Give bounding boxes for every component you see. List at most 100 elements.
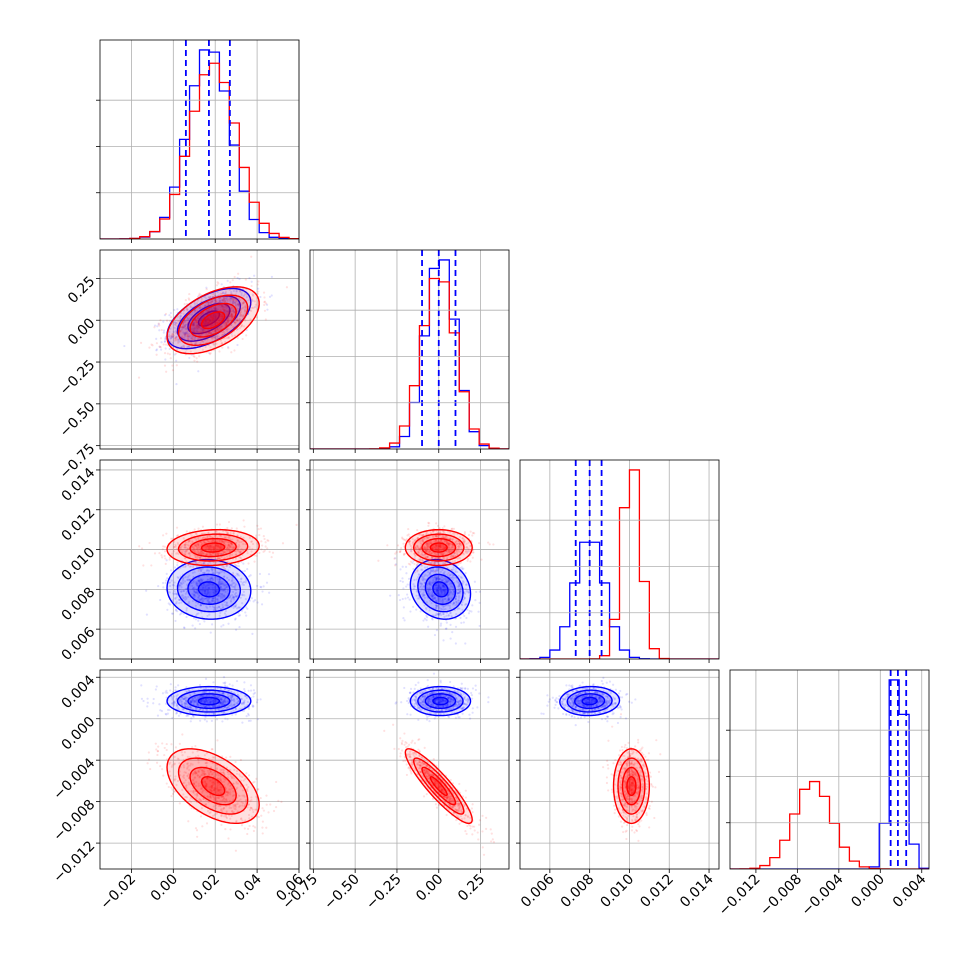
- scatter-point: [199, 342, 202, 345]
- scatter-point: [236, 336, 239, 339]
- scatter-point: [225, 336, 228, 340]
- scatter-point: [219, 317, 223, 321]
- scatter-point: [202, 322, 205, 325]
- scatter-point: [238, 303, 241, 307]
- scatter-point: [164, 358, 167, 361]
- scatter-point: [226, 310, 229, 313]
- scatter-point: [218, 578, 221, 582]
- scatter-point: [217, 605, 221, 609]
- scatter-point: [224, 543, 227, 547]
- scatter-point: [435, 577, 438, 580]
- scatter-point: [199, 603, 202, 606]
- scatter-point: [216, 545, 220, 549]
- scatter-point: [211, 599, 214, 602]
- scatter-point: [442, 562, 445, 565]
- scatter-point: [233, 301, 236, 304]
- scatter-point: [198, 579, 201, 582]
- scatter-point: [229, 595, 232, 598]
- scatter-point: [168, 581, 172, 584]
- scatter-point: [235, 595, 239, 598]
- scatter-point: [164, 562, 167, 565]
- scatter-point: [182, 345, 186, 348]
- scatter-point: [236, 307, 239, 310]
- scatter-point: [175, 382, 178, 386]
- scatter-point: [454, 604, 457, 607]
- scatter-point: [220, 540, 223, 543]
- scatter-point: [206, 598, 210, 601]
- scatter-point: [212, 316, 215, 320]
- scatter-point: [202, 584, 206, 587]
- scatter-point: [208, 534, 211, 538]
- scatter-point: [263, 300, 267, 303]
- scatter-point: [234, 564, 238, 567]
- scatter-point: [210, 315, 213, 319]
- scatter-point: [239, 290, 242, 293]
- scatter-point: [207, 318, 210, 321]
- scatter-point: [224, 567, 227, 571]
- scatter-point: [198, 594, 201, 598]
- scatter-point: [179, 584, 182, 587]
- scatter-point: [262, 535, 265, 538]
- scatter-point: [184, 327, 187, 331]
- scatter-point: [233, 297, 237, 301]
- scatter-point: [214, 298, 217, 302]
- scatter-point: [214, 330, 217, 333]
- scatter-point: [437, 613, 440, 616]
- scatter-point: [447, 575, 450, 578]
- scatter-point: [207, 318, 210, 321]
- scatter-point: [218, 534, 221, 537]
- scatter-point: [211, 599, 214, 603]
- scatter-point: [203, 328, 206, 331]
- scatter-point: [182, 344, 185, 348]
- scatter-point: [448, 583, 451, 586]
- scatter-point: [176, 541, 179, 544]
- scatter-point: [123, 344, 126, 348]
- scatter-point: [241, 337, 244, 341]
- scatter-point: [173, 546, 176, 549]
- scatter-point: [226, 531, 230, 534]
- scatter-point: [199, 330, 203, 333]
- scatter-point: [168, 584, 172, 588]
- scatter-point: [227, 596, 231, 600]
- scatter-point: [235, 607, 239, 610]
- scatter-point: [175, 552, 178, 555]
- scatter-point: [232, 585, 236, 589]
- scatter-point: [408, 598, 411, 601]
- scatter-point: [244, 278, 247, 281]
- scatter-point: [228, 545, 232, 548]
- scatter-point: [184, 543, 187, 546]
- scatter-point: [416, 563, 419, 567]
- scatter-point: [195, 547, 198, 550]
- scatter-point: [465, 616, 468, 620]
- scatter-point: [173, 339, 176, 342]
- scatter-point: [415, 594, 418, 597]
- scatter-point: [235, 679, 239, 683]
- scatter-point: [199, 556, 202, 559]
- scatter-point: [204, 320, 208, 323]
- scatter-point: [250, 540, 253, 543]
- scatter-point: [221, 546, 225, 549]
- scatter-point: [190, 581, 193, 585]
- scatter-point: [448, 587, 451, 590]
- scatter-point: [230, 315, 234, 319]
- scatter-point: [183, 546, 186, 549]
- scatter-point: [236, 303, 239, 306]
- scatter-point: [213, 343, 216, 346]
- scatter-point: [208, 319, 211, 322]
- scatter-point: [179, 314, 182, 318]
- scatter-point: [475, 590, 478, 594]
- scatter-point: [258, 572, 262, 576]
- scatter-point: [416, 529, 419, 532]
- scatter-point: [221, 331, 225, 334]
- scatter-point: [207, 304, 210, 308]
- scatter-point: [191, 338, 194, 341]
- scatter-point: [243, 681, 246, 684]
- scatter-point: [155, 342, 159, 345]
- scatter-point: [204, 585, 207, 588]
- scatter-point: [173, 321, 176, 324]
- scatter-point: [165, 559, 168, 562]
- scatter-point: [183, 324, 186, 328]
- scatter-point: [158, 329, 161, 332]
- scatter-point: [445, 614, 448, 617]
- scatter-point: [227, 536, 230, 539]
